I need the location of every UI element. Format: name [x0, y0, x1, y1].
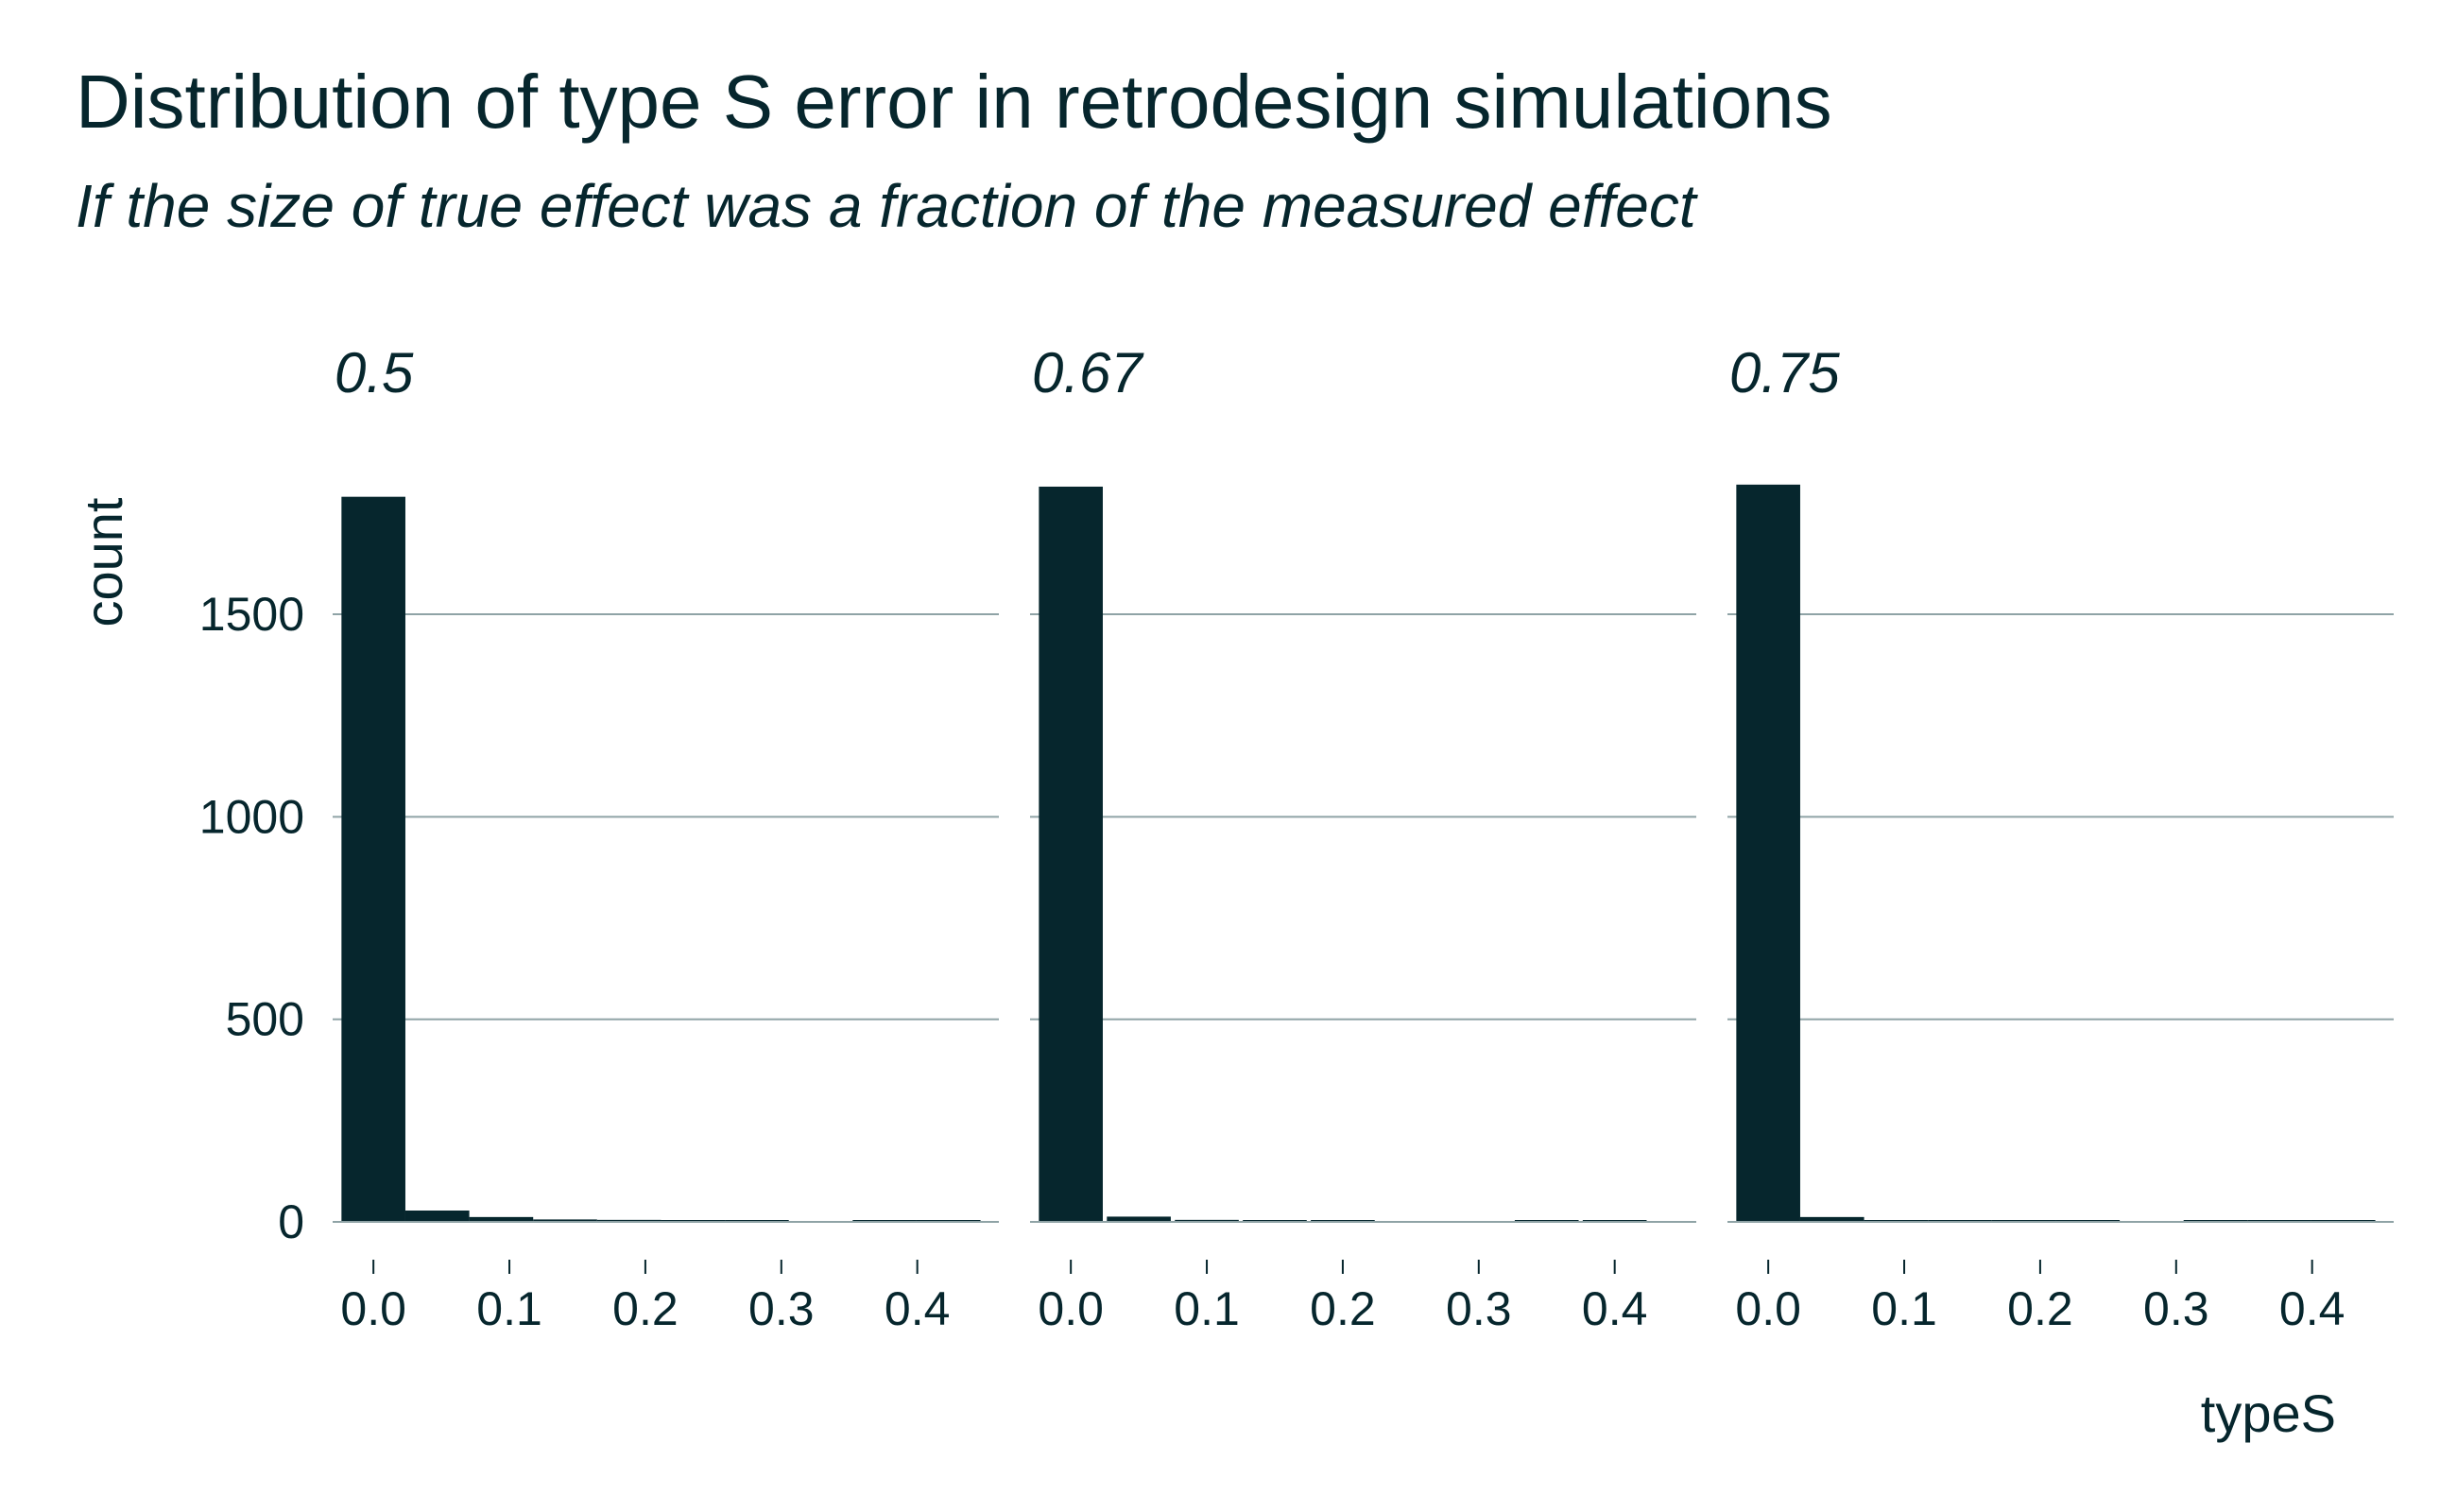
facet-strip-label: 0.75: [1729, 341, 1840, 404]
x-tick-label: 0.4: [885, 1282, 951, 1335]
x-tick-label: 0.1: [476, 1282, 542, 1335]
y-tick-label: 1500: [199, 588, 304, 641]
chart-subtitle: If the size of true effect was a fractio…: [76, 172, 1696, 240]
histogram-bar: [596, 1219, 662, 1222]
histogram-bar: [1736, 484, 1800, 1222]
histogram-bar: [1175, 1219, 1239, 1222]
x-tick-label: 0.3: [2143, 1282, 2209, 1335]
histogram-bar: [404, 1210, 470, 1222]
x-tick-label: 0.0: [1038, 1282, 1104, 1335]
y-tick-label: 1000: [199, 790, 304, 843]
x-tick-label: 0.1: [1871, 1282, 1937, 1335]
y-tick-label: 500: [226, 993, 304, 1046]
facet-strip-label: 0.5: [335, 341, 414, 404]
histogram-bar: [1107, 1216, 1171, 1222]
y-tick-label: 0: [278, 1195, 304, 1248]
x-tick-label: 0.0: [340, 1282, 406, 1335]
facet-strip-label: 0.67: [1032, 341, 1144, 404]
x-tick-label: 0.0: [1735, 1282, 1801, 1335]
histogram-bar: [533, 1219, 597, 1222]
histogram-bar: [1039, 486, 1103, 1222]
histogram-bar: [469, 1216, 534, 1222]
x-tick-label: 0.2: [1310, 1282, 1376, 1335]
x-tick-label: 0.3: [1446, 1282, 1512, 1335]
x-axis-label: typeS: [2200, 1383, 2336, 1443]
x-tick-label: 0.3: [748, 1282, 815, 1335]
histogram-bar: [341, 496, 405, 1222]
x-tick-label: 0.4: [1582, 1282, 1648, 1335]
histogram-bar: [1799, 1216, 1864, 1222]
x-tick-label: 0.4: [2279, 1282, 2345, 1335]
x-tick-label: 0.1: [1174, 1282, 1240, 1335]
chart-title: Distribution of type S error in retrodes…: [76, 60, 1832, 144]
x-tick-label: 0.2: [2007, 1282, 2073, 1335]
x-tick-label: 0.2: [612, 1282, 679, 1335]
